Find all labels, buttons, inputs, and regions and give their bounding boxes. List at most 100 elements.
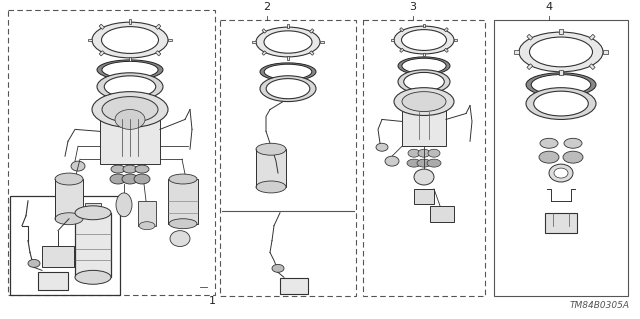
Bar: [310, 51, 314, 55]
Text: 4: 4: [545, 2, 552, 12]
Bar: [262, 29, 266, 33]
Ellipse shape: [92, 22, 168, 58]
Bar: [527, 34, 532, 40]
Ellipse shape: [256, 27, 320, 57]
Ellipse shape: [102, 61, 158, 78]
Ellipse shape: [402, 58, 446, 73]
Ellipse shape: [385, 156, 399, 166]
Ellipse shape: [71, 161, 85, 171]
Bar: [55, 179, 83, 219]
Ellipse shape: [115, 109, 145, 130]
Ellipse shape: [531, 75, 591, 95]
Ellipse shape: [170, 231, 190, 247]
Ellipse shape: [376, 143, 388, 151]
Ellipse shape: [408, 149, 420, 157]
Text: 1: 1: [209, 296, 216, 306]
Ellipse shape: [407, 159, 421, 167]
Bar: [423, 24, 425, 27]
Ellipse shape: [428, 149, 440, 157]
Ellipse shape: [28, 259, 40, 267]
Bar: [156, 51, 161, 56]
Ellipse shape: [55, 173, 83, 185]
Bar: [88, 39, 92, 41]
Bar: [256, 149, 286, 187]
Ellipse shape: [540, 138, 558, 148]
Bar: [138, 201, 156, 226]
Ellipse shape: [534, 91, 588, 116]
Ellipse shape: [563, 151, 583, 163]
Ellipse shape: [266, 78, 310, 99]
Ellipse shape: [75, 271, 111, 284]
Ellipse shape: [256, 181, 286, 193]
Bar: [42, 246, 74, 267]
Bar: [320, 41, 323, 43]
Ellipse shape: [564, 138, 582, 148]
Bar: [100, 109, 160, 164]
Bar: [129, 56, 131, 61]
Bar: [559, 29, 563, 33]
Text: TM84B0305A: TM84B0305A: [570, 301, 630, 310]
Bar: [253, 41, 256, 43]
Ellipse shape: [394, 26, 454, 54]
Bar: [75, 213, 111, 277]
Bar: [280, 278, 308, 294]
Ellipse shape: [55, 213, 83, 225]
Bar: [168, 179, 198, 224]
Bar: [399, 48, 404, 52]
Ellipse shape: [92, 92, 168, 127]
Ellipse shape: [264, 31, 312, 53]
Ellipse shape: [398, 70, 450, 94]
Ellipse shape: [418, 149, 430, 157]
Ellipse shape: [111, 165, 125, 173]
Ellipse shape: [526, 73, 596, 97]
Ellipse shape: [135, 165, 149, 173]
Ellipse shape: [404, 72, 444, 91]
Bar: [545, 213, 577, 233]
Bar: [156, 24, 161, 29]
Ellipse shape: [169, 219, 197, 229]
Bar: [589, 64, 595, 70]
Bar: [430, 206, 454, 222]
Ellipse shape: [122, 174, 138, 184]
Bar: [423, 53, 425, 56]
Ellipse shape: [97, 60, 163, 80]
Bar: [220, 20, 356, 296]
Bar: [390, 39, 394, 41]
Bar: [414, 189, 434, 204]
Ellipse shape: [260, 63, 316, 81]
Bar: [262, 51, 266, 55]
Ellipse shape: [102, 97, 158, 122]
Ellipse shape: [75, 206, 111, 220]
Ellipse shape: [264, 64, 312, 79]
Bar: [99, 51, 104, 56]
Ellipse shape: [414, 169, 434, 185]
Bar: [129, 19, 131, 24]
Ellipse shape: [134, 174, 150, 184]
Bar: [444, 28, 449, 32]
Ellipse shape: [394, 88, 454, 115]
Ellipse shape: [401, 30, 447, 50]
Bar: [310, 29, 314, 33]
Bar: [494, 20, 628, 296]
Ellipse shape: [104, 76, 156, 98]
Bar: [363, 20, 485, 296]
Bar: [603, 50, 607, 54]
Ellipse shape: [139, 222, 155, 230]
Ellipse shape: [549, 164, 573, 182]
Ellipse shape: [256, 143, 286, 155]
Bar: [85, 203, 101, 213]
Bar: [454, 39, 458, 41]
Bar: [527, 64, 532, 70]
Bar: [559, 70, 563, 75]
Ellipse shape: [123, 165, 137, 173]
Bar: [287, 25, 289, 28]
Ellipse shape: [398, 57, 450, 75]
Bar: [38, 272, 68, 290]
Ellipse shape: [519, 32, 603, 72]
Text: 2: 2: [264, 2, 271, 12]
Ellipse shape: [116, 193, 132, 217]
Bar: [99, 24, 104, 29]
Bar: [8, 10, 215, 295]
Bar: [402, 101, 446, 146]
Ellipse shape: [97, 73, 163, 100]
